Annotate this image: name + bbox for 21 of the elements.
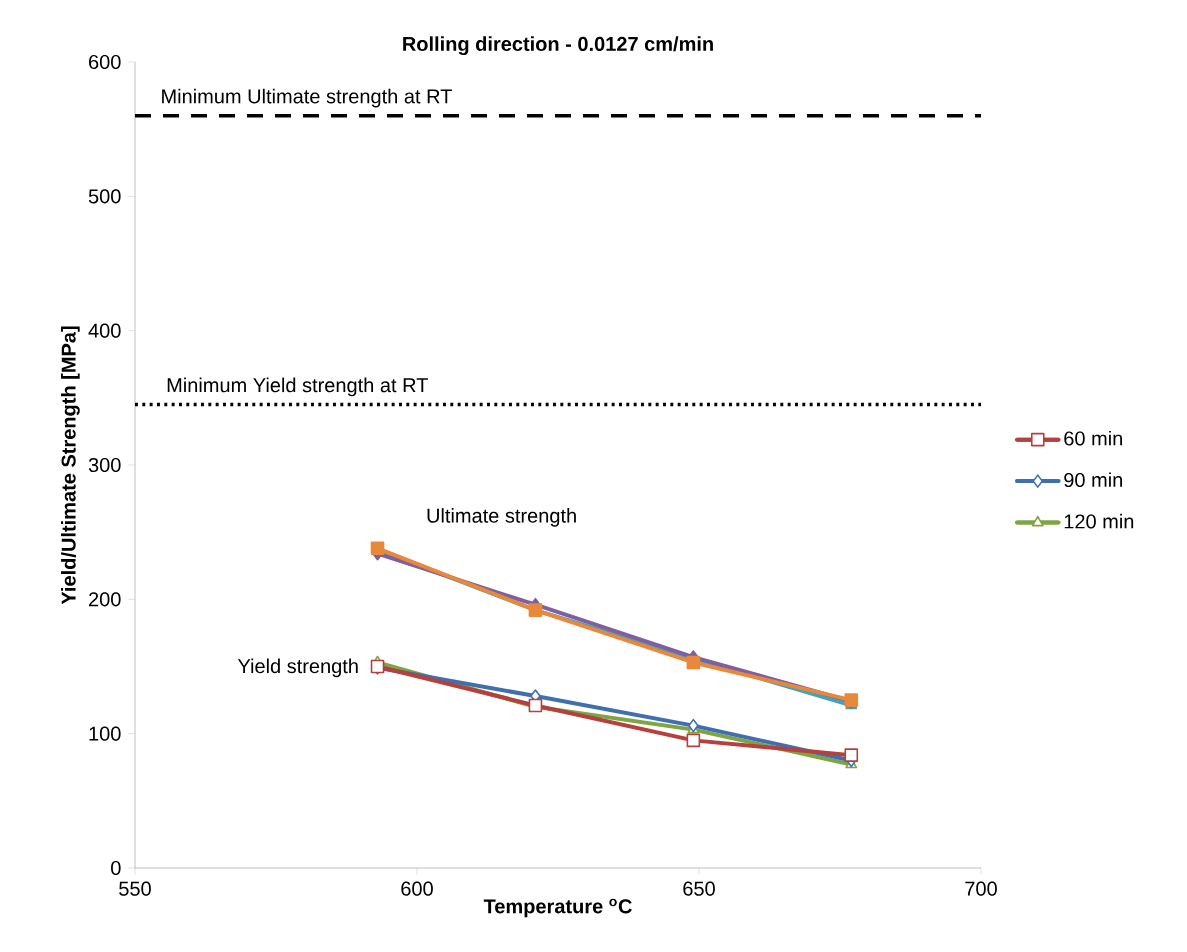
x-tick-label: 550	[119, 881, 151, 896]
x-tick-label: 650	[683, 881, 715, 896]
annotation: Yield strength	[237, 658, 358, 678]
chart-title: Rolling direction - 0.0127 cm/min	[403, 36, 713, 56]
x-tick-label: 600	[401, 881, 433, 896]
ref-line-label: Minimum Ultimate strength at RT	[162, 88, 452, 108]
y-tick-label: 200	[89, 592, 121, 607]
y-tick-label: 0	[111, 860, 121, 876]
y-tick-label: 500	[88, 189, 121, 204]
ref-line-label: Minimum Yield strength at RT	[167, 377, 428, 397]
legend-label: 60 min	[1064, 430, 1122, 446]
y-tick-label: 600	[89, 54, 121, 70]
x-tick-label: 700	[965, 881, 997, 896]
y-axis-title: Yield/Ultimate Strength [MPa]	[61, 326, 80, 605]
y-tick-label: 100	[89, 726, 121, 741]
y-tick-label: 400	[88, 323, 121, 338]
y-tick-label: 300	[88, 457, 121, 473]
annotation: Ultimate strength	[427, 508, 576, 527]
legend-label: 120 min	[1064, 513, 1134, 529]
legend-label: 90 min	[1064, 472, 1122, 488]
x-axis-title: Temperature $^{o}$C	[483, 898, 632, 918]
